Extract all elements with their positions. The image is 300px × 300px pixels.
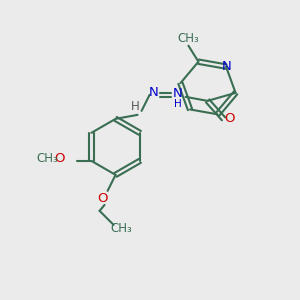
Text: N: N bbox=[173, 87, 182, 101]
Text: O: O bbox=[54, 152, 64, 165]
Text: CH₃: CH₃ bbox=[178, 32, 199, 45]
Text: CH₃: CH₃ bbox=[37, 152, 58, 165]
Text: H: H bbox=[174, 99, 182, 109]
Text: N: N bbox=[222, 60, 232, 73]
Text: O: O bbox=[97, 192, 108, 206]
Text: O: O bbox=[224, 112, 235, 125]
Text: H: H bbox=[131, 100, 140, 113]
Text: N: N bbox=[149, 86, 158, 99]
Text: CH₃: CH₃ bbox=[111, 222, 132, 236]
